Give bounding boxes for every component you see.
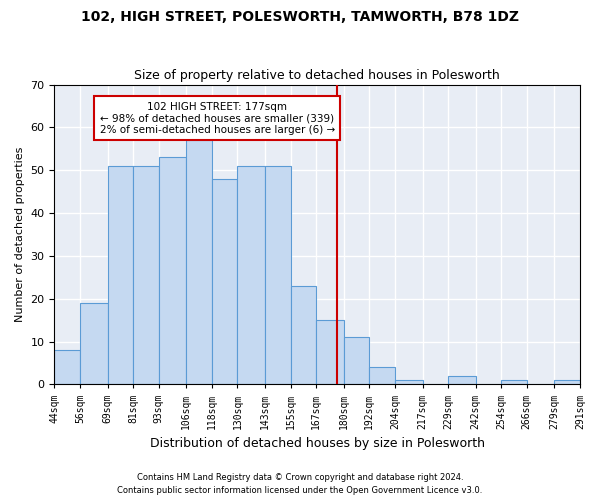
Bar — [158, 158, 187, 384]
Text: 102 HIGH STREET: 177sqm
← 98% of detached houses are smaller (339)
2% of semi-de: 102 HIGH STREET: 177sqm ← 98% of detache… — [100, 102, 335, 135]
Bar — [501, 380, 527, 384]
Text: Contains HM Land Registry data © Crown copyright and database right 2024.
Contai: Contains HM Land Registry data © Crown c… — [118, 474, 482, 495]
Bar — [265, 166, 290, 384]
Bar — [395, 380, 422, 384]
Title: Size of property relative to detached houses in Polesworth: Size of property relative to detached ho… — [134, 69, 500, 82]
Bar — [554, 380, 580, 384]
X-axis label: Distribution of detached houses by size in Polesworth: Distribution of detached houses by size … — [150, 437, 485, 450]
Y-axis label: Number of detached properties: Number of detached properties — [15, 147, 25, 322]
Text: 102, HIGH STREET, POLESWORTH, TAMWORTH, B78 1DZ: 102, HIGH STREET, POLESWORTH, TAMWORTH, … — [81, 10, 519, 24]
Bar — [107, 166, 133, 384]
Bar — [187, 140, 212, 384]
Bar — [290, 286, 316, 384]
Bar — [238, 166, 265, 384]
Bar — [133, 166, 158, 384]
Bar — [370, 368, 395, 384]
Bar — [55, 350, 80, 384]
Bar — [344, 338, 370, 384]
Bar — [212, 179, 238, 384]
Bar — [316, 320, 344, 384]
Bar — [80, 303, 107, 384]
Bar — [448, 376, 476, 384]
